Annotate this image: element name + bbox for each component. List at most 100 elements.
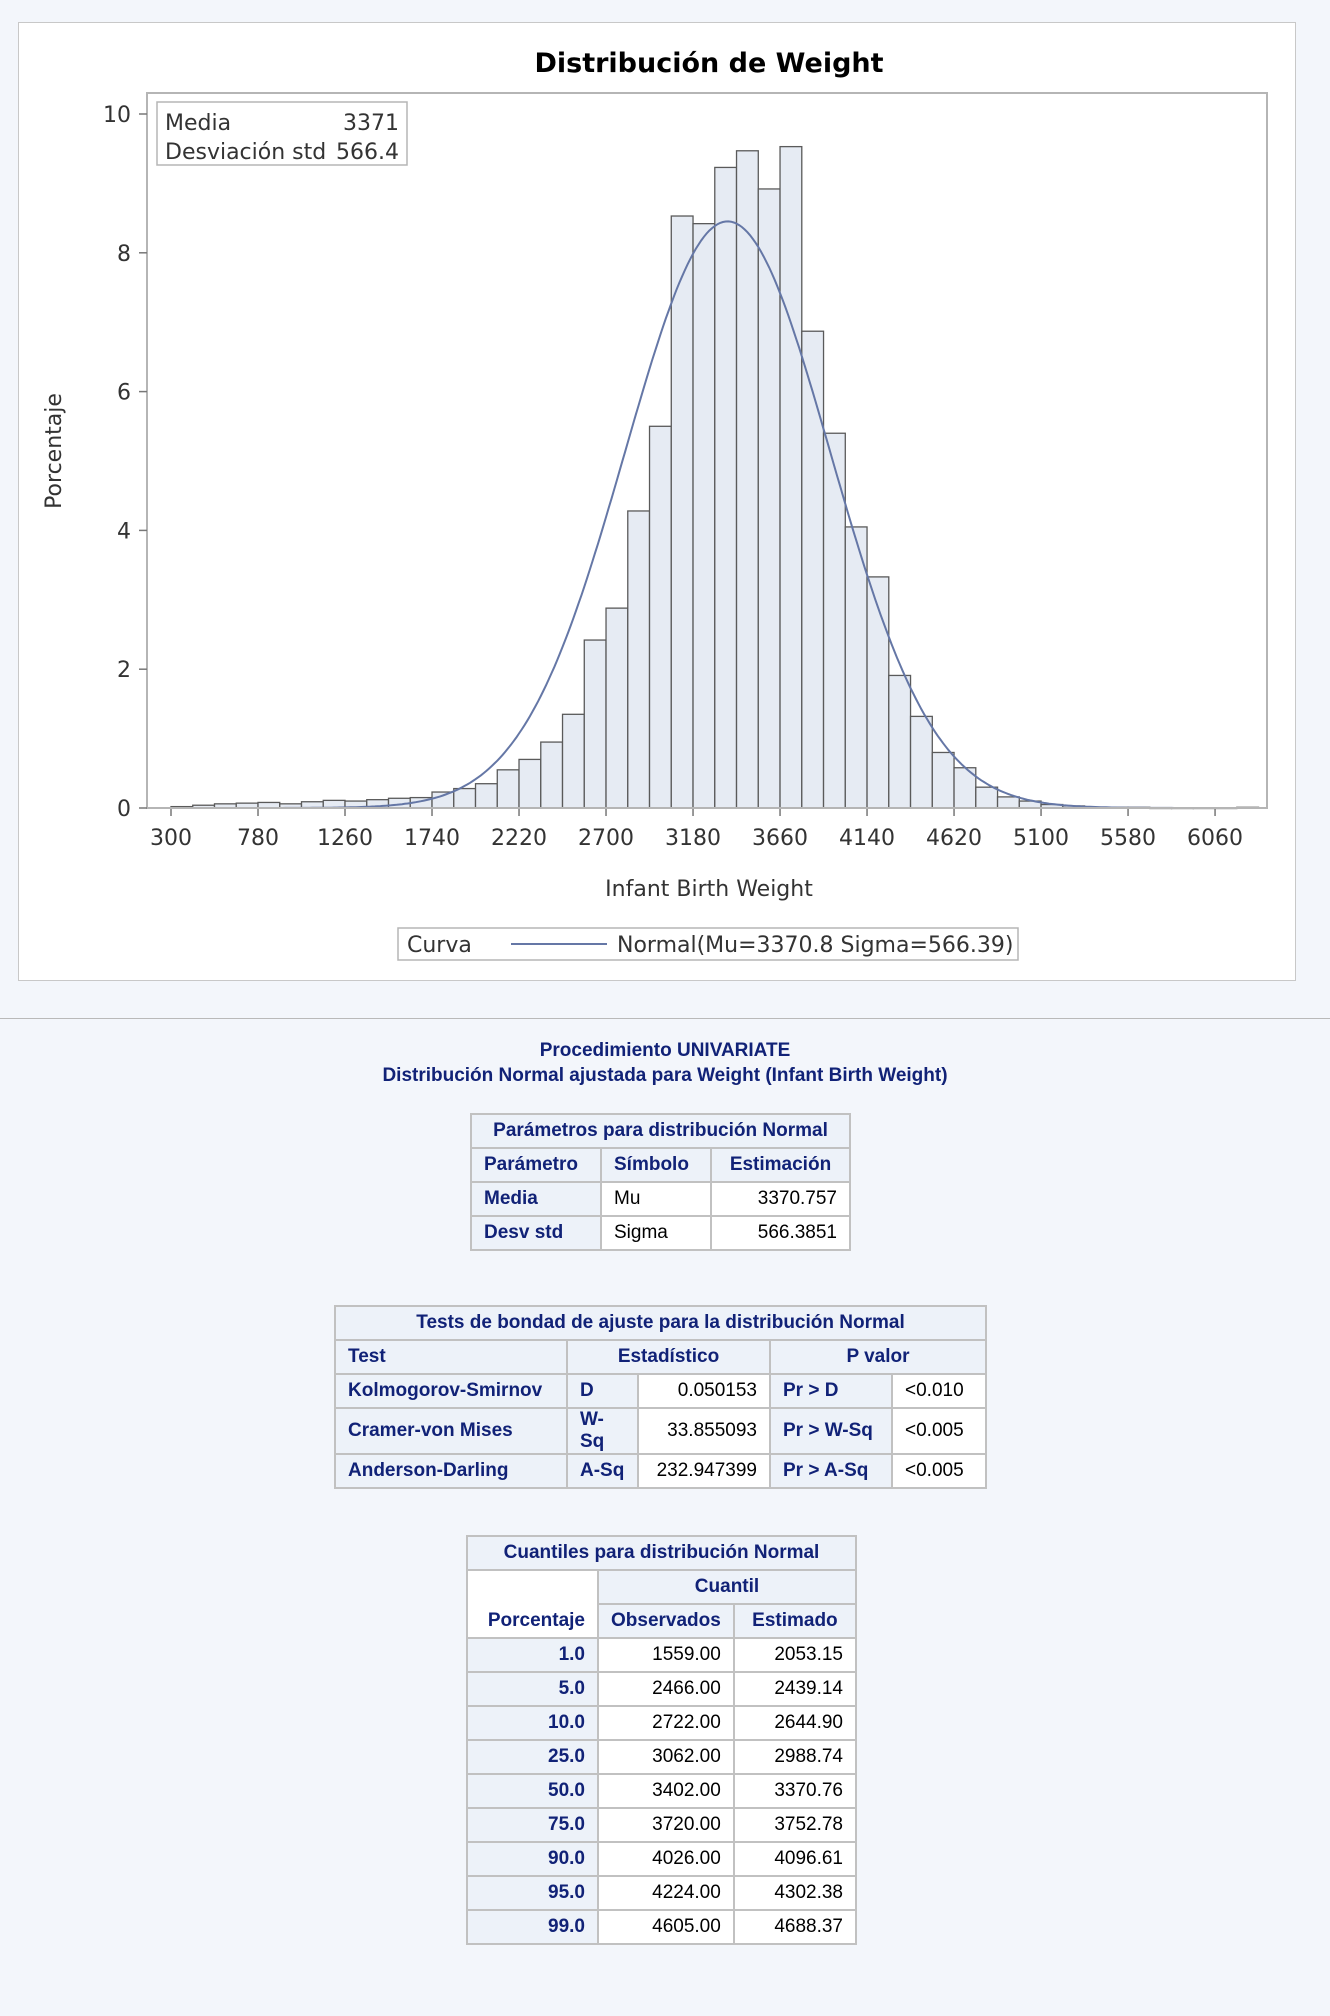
params-header-estimate: Estimación — [710, 1147, 851, 1183]
x-tick-label: 4140 — [839, 826, 895, 851]
x-tick-label: 300 — [150, 826, 192, 851]
histogram-bar — [605, 607, 629, 809]
params-row-symbol: Sigma — [600, 1215, 712, 1251]
tests-row-stat: 232.947399 — [637, 1453, 771, 1489]
x-tick-label: 6060 — [1187, 826, 1243, 851]
tests-header-statistic: Estadístico — [566, 1339, 771, 1375]
table-row: Anderson-Darling A-Sq 232.947399 Pr > A-… — [334, 1453, 987, 1489]
histogram-bar — [888, 674, 912, 809]
params-row-label: Desv std — [470, 1215, 602, 1251]
table-row: Desv std Sigma 566.3851 — [470, 1215, 851, 1251]
histogram-bar — [496, 769, 520, 809]
table-row: Kolmogorov-Smirnov D 0.050153 Pr > D <0.… — [334, 1373, 987, 1409]
params-header-param: Parámetro — [470, 1147, 602, 1183]
quantile-percent: 1.0 — [466, 1637, 599, 1673]
y-tick-label: 0 — [117, 797, 131, 822]
quantiles-table: Cuantiles para distribución Normal Cuant… — [466, 1535, 858, 1945]
inset-value-std: 566.4 — [336, 140, 399, 165]
quantile-estimated: 3370.76 — [732, 1773, 858, 1809]
table-row: 10.0 2722.00 2644.90 — [466, 1705, 858, 1741]
quantiles-header-observed: Observados — [597, 1603, 735, 1639]
quantile-observed: 3720.00 — [597, 1807, 735, 1843]
tests-header-test: Test — [334, 1339, 568, 1375]
x-axis-label: Infant Birth Weight — [605, 877, 813, 902]
tests-row-symbol: A-Sq — [566, 1453, 639, 1489]
legend-title: Curva — [407, 933, 472, 958]
quantiles-header-estimated: Estimado — [732, 1603, 858, 1639]
x-tick-label: 2700 — [578, 826, 634, 851]
quantile-percent: 99.0 — [466, 1909, 599, 1945]
tests-row-p-label: Pr > A-Sq — [769, 1453, 893, 1489]
quantile-observed: 4224.00 — [597, 1875, 735, 1911]
tests-row-symbol: W-Sq — [566, 1407, 639, 1455]
quantile-estimated: 2053.15 — [732, 1637, 858, 1673]
table-row: 75.0 3720.00 3752.78 — [466, 1807, 858, 1843]
chart-title: Distribución de Weight — [534, 48, 883, 79]
table-row: 99.0 4605.00 4688.37 — [466, 1909, 858, 1945]
quantile-observed: 2722.00 — [597, 1705, 735, 1741]
procedure-subtitle: Distribución Normal ajustada para Weight… — [382, 1065, 948, 1086]
inset-value-media: 3371 — [343, 111, 399, 136]
table-row: 50.0 3402.00 3370.76 — [466, 1773, 858, 1809]
quantile-observed: 3402.00 — [597, 1773, 735, 1809]
histogram-bar — [931, 751, 955, 809]
histogram-bar — [975, 786, 999, 809]
histogram-chart: Distribución de Weight 300 780 1260 1740 222… — [42, 48, 1268, 961]
quantile-observed: 3062.00 — [597, 1739, 735, 1775]
stats-inset: Media 3371 Desviación std 566.4 — [156, 101, 408, 166]
quantiles-header-percent: Porcentaje — [466, 1604, 599, 1639]
quantile-observed: 2466.00 — [597, 1671, 735, 1707]
x-tick-label: 3660 — [752, 826, 808, 851]
histogram-bar — [627, 510, 651, 809]
params-table-title: Parámetros para distribución Normal — [470, 1113, 851, 1149]
x-tick-label: 2220 — [491, 826, 547, 851]
quantile-estimated: 2988.74 — [732, 1739, 858, 1775]
quantile-percent: 75.0 — [466, 1807, 599, 1843]
table-row: 90.0 4026.00 4096.61 — [466, 1841, 858, 1877]
quantile-estimated: 4688.37 — [732, 1909, 858, 1945]
tests-row-stat: 33.855093 — [637, 1407, 771, 1455]
x-tick-label: 5580 — [1100, 826, 1156, 851]
tests-row-name: Cramer-von Mises — [334, 1407, 568, 1455]
tests-row-symbol: D — [566, 1373, 639, 1409]
x-tick-label: 3180 — [665, 826, 721, 851]
histogram-bar — [866, 576, 890, 809]
histogram-bar — [996, 796, 1020, 809]
tests-table: Tests de bondad de ajuste para la distri… — [334, 1305, 987, 1489]
histogram-panel: Distribución de Weight 300 780 1260 1740 222… — [18, 22, 1296, 981]
histogram-bar — [735, 150, 759, 809]
quantiles-table-title: Cuantiles para distribución Normal — [466, 1535, 857, 1571]
params-header-symbol: Símbolo — [600, 1147, 712, 1183]
quantile-percent: 90.0 — [466, 1841, 599, 1877]
histogram-bar — [540, 741, 564, 809]
quantile-observed: 4026.00 — [597, 1841, 735, 1877]
quantiles-header-blank — [466, 1569, 599, 1604]
quantile-percent: 50.0 — [466, 1773, 599, 1809]
quantiles-header-group: Cuantil — [597, 1569, 857, 1605]
x-tick-label: 4620 — [926, 826, 982, 851]
params-row-estimate: 566.3851 — [710, 1215, 851, 1251]
table-row: 1.0 1559.00 2053.15 — [466, 1637, 858, 1673]
table-row: Media Mu 3370.757 — [470, 1181, 851, 1217]
params-row-symbol: Mu — [600, 1181, 712, 1217]
chart-legend: Curva Normal(Mu=3370.8 Sigma=566.39) — [397, 927, 1019, 961]
y-tick-label: 2 — [117, 658, 131, 683]
y-tick-label: 8 — [117, 242, 131, 267]
tests-row-name: Anderson-Darling — [334, 1453, 568, 1489]
params-row-estimate: 3370.757 — [710, 1181, 851, 1217]
y-tick-label: 4 — [117, 519, 131, 544]
quantile-observed: 4605.00 — [597, 1909, 735, 1945]
histogram-bar — [583, 639, 607, 809]
table-row: 5.0 2466.00 2439.14 — [466, 1671, 858, 1707]
tests-row-name: Kolmogorov-Smirnov — [334, 1373, 568, 1409]
tests-row-stat: 0.050153 — [637, 1373, 771, 1409]
tests-row-p-value: <0.005 — [891, 1407, 987, 1455]
tests-row-p-value: <0.010 — [891, 1373, 987, 1409]
histogram-bar — [648, 425, 672, 809]
table-row: Cramer-von Mises W-Sq 33.855093 Pr > W-S… — [334, 1407, 987, 1455]
x-tick-label: 780 — [237, 826, 279, 851]
histogram-bar — [670, 215, 694, 809]
quantile-estimated: 4302.38 — [732, 1875, 858, 1911]
histogram-bar — [561, 713, 585, 809]
quantile-percent: 25.0 — [466, 1739, 599, 1775]
